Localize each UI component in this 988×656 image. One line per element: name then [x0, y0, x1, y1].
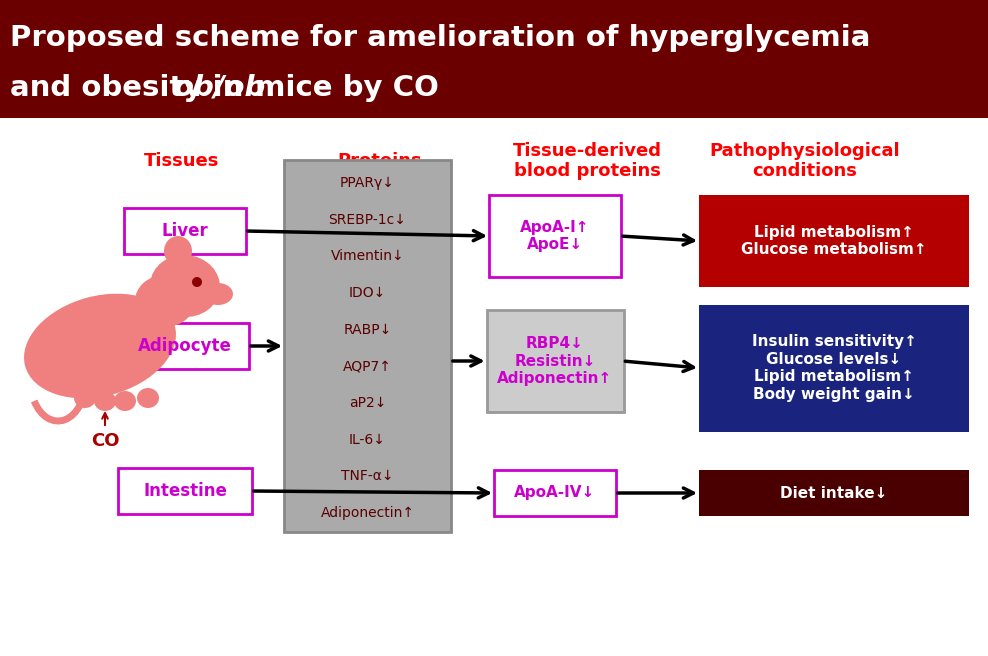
Text: Insulin sensitivity↑
Glucose levels↓
Lipid metabolism↑
Body weight gain↓: Insulin sensitivity↑ Glucose levels↓ Lip… [752, 335, 917, 401]
Ellipse shape [24, 294, 176, 398]
Text: AQP7↑: AQP7↑ [343, 359, 392, 373]
Text: RBP4↓
Resistin↓
Adiponectin↑: RBP4↓ Resistin↓ Adiponectin↑ [497, 336, 613, 386]
FancyBboxPatch shape [124, 208, 246, 254]
Text: Adipocyte: Adipocyte [138, 337, 232, 355]
Ellipse shape [203, 283, 233, 305]
Text: PPARγ↓: PPARγ↓ [340, 176, 395, 190]
Text: Vimentin↓: Vimentin↓ [331, 249, 404, 263]
FancyBboxPatch shape [486, 310, 623, 412]
Text: and obesity in: and obesity in [10, 74, 254, 102]
Text: Intestine: Intestine [143, 482, 227, 500]
Text: Proteins: Proteins [338, 152, 422, 170]
Text: Diet intake↓: Diet intake↓ [781, 485, 887, 501]
Text: IL-6↓: IL-6↓ [349, 433, 386, 447]
FancyBboxPatch shape [284, 160, 451, 532]
Text: mice by CO: mice by CO [245, 74, 439, 102]
Text: SREBP-1c↓: SREBP-1c↓ [329, 213, 406, 227]
Ellipse shape [94, 391, 116, 411]
Text: TNF-α↓: TNF-α↓ [341, 469, 394, 483]
Text: Tissues: Tissues [144, 152, 219, 170]
Text: Tissue-derived
blood proteins: Tissue-derived blood proteins [513, 142, 662, 180]
Circle shape [192, 277, 202, 287]
FancyBboxPatch shape [699, 304, 969, 432]
FancyBboxPatch shape [699, 470, 969, 516]
Text: IDO↓: IDO↓ [349, 286, 386, 300]
Text: Lipid metabolism↑
Glucose metabolism↑: Lipid metabolism↑ Glucose metabolism↑ [741, 225, 927, 257]
Text: CO: CO [91, 432, 120, 450]
Ellipse shape [114, 391, 136, 411]
Text: ApoA-I↑
ApoE↓: ApoA-I↑ ApoE↓ [521, 220, 590, 252]
Text: Pathophysiological
conditions: Pathophysiological conditions [709, 142, 900, 180]
FancyBboxPatch shape [118, 468, 252, 514]
Ellipse shape [150, 255, 220, 317]
FancyBboxPatch shape [699, 195, 969, 287]
FancyBboxPatch shape [489, 195, 621, 277]
Text: ob/ob: ob/ob [174, 74, 267, 102]
Ellipse shape [137, 388, 159, 408]
FancyBboxPatch shape [494, 470, 616, 516]
Text: Proposed scheme for amelioration of hyperglycemia: Proposed scheme for amelioration of hype… [10, 24, 870, 52]
Text: ApoA-IV↓: ApoA-IV↓ [515, 485, 596, 501]
FancyBboxPatch shape [121, 323, 249, 369]
Bar [0, 0, 988, 118]
Text: RABP↓: RABP↓ [344, 323, 391, 337]
Ellipse shape [135, 275, 195, 327]
Text: Liver: Liver [162, 222, 208, 240]
Ellipse shape [164, 236, 192, 266]
Text: Adiponectin↑: Adiponectin↑ [320, 506, 415, 520]
Ellipse shape [74, 388, 96, 408]
Text: aP2↓: aP2↓ [349, 396, 386, 410]
